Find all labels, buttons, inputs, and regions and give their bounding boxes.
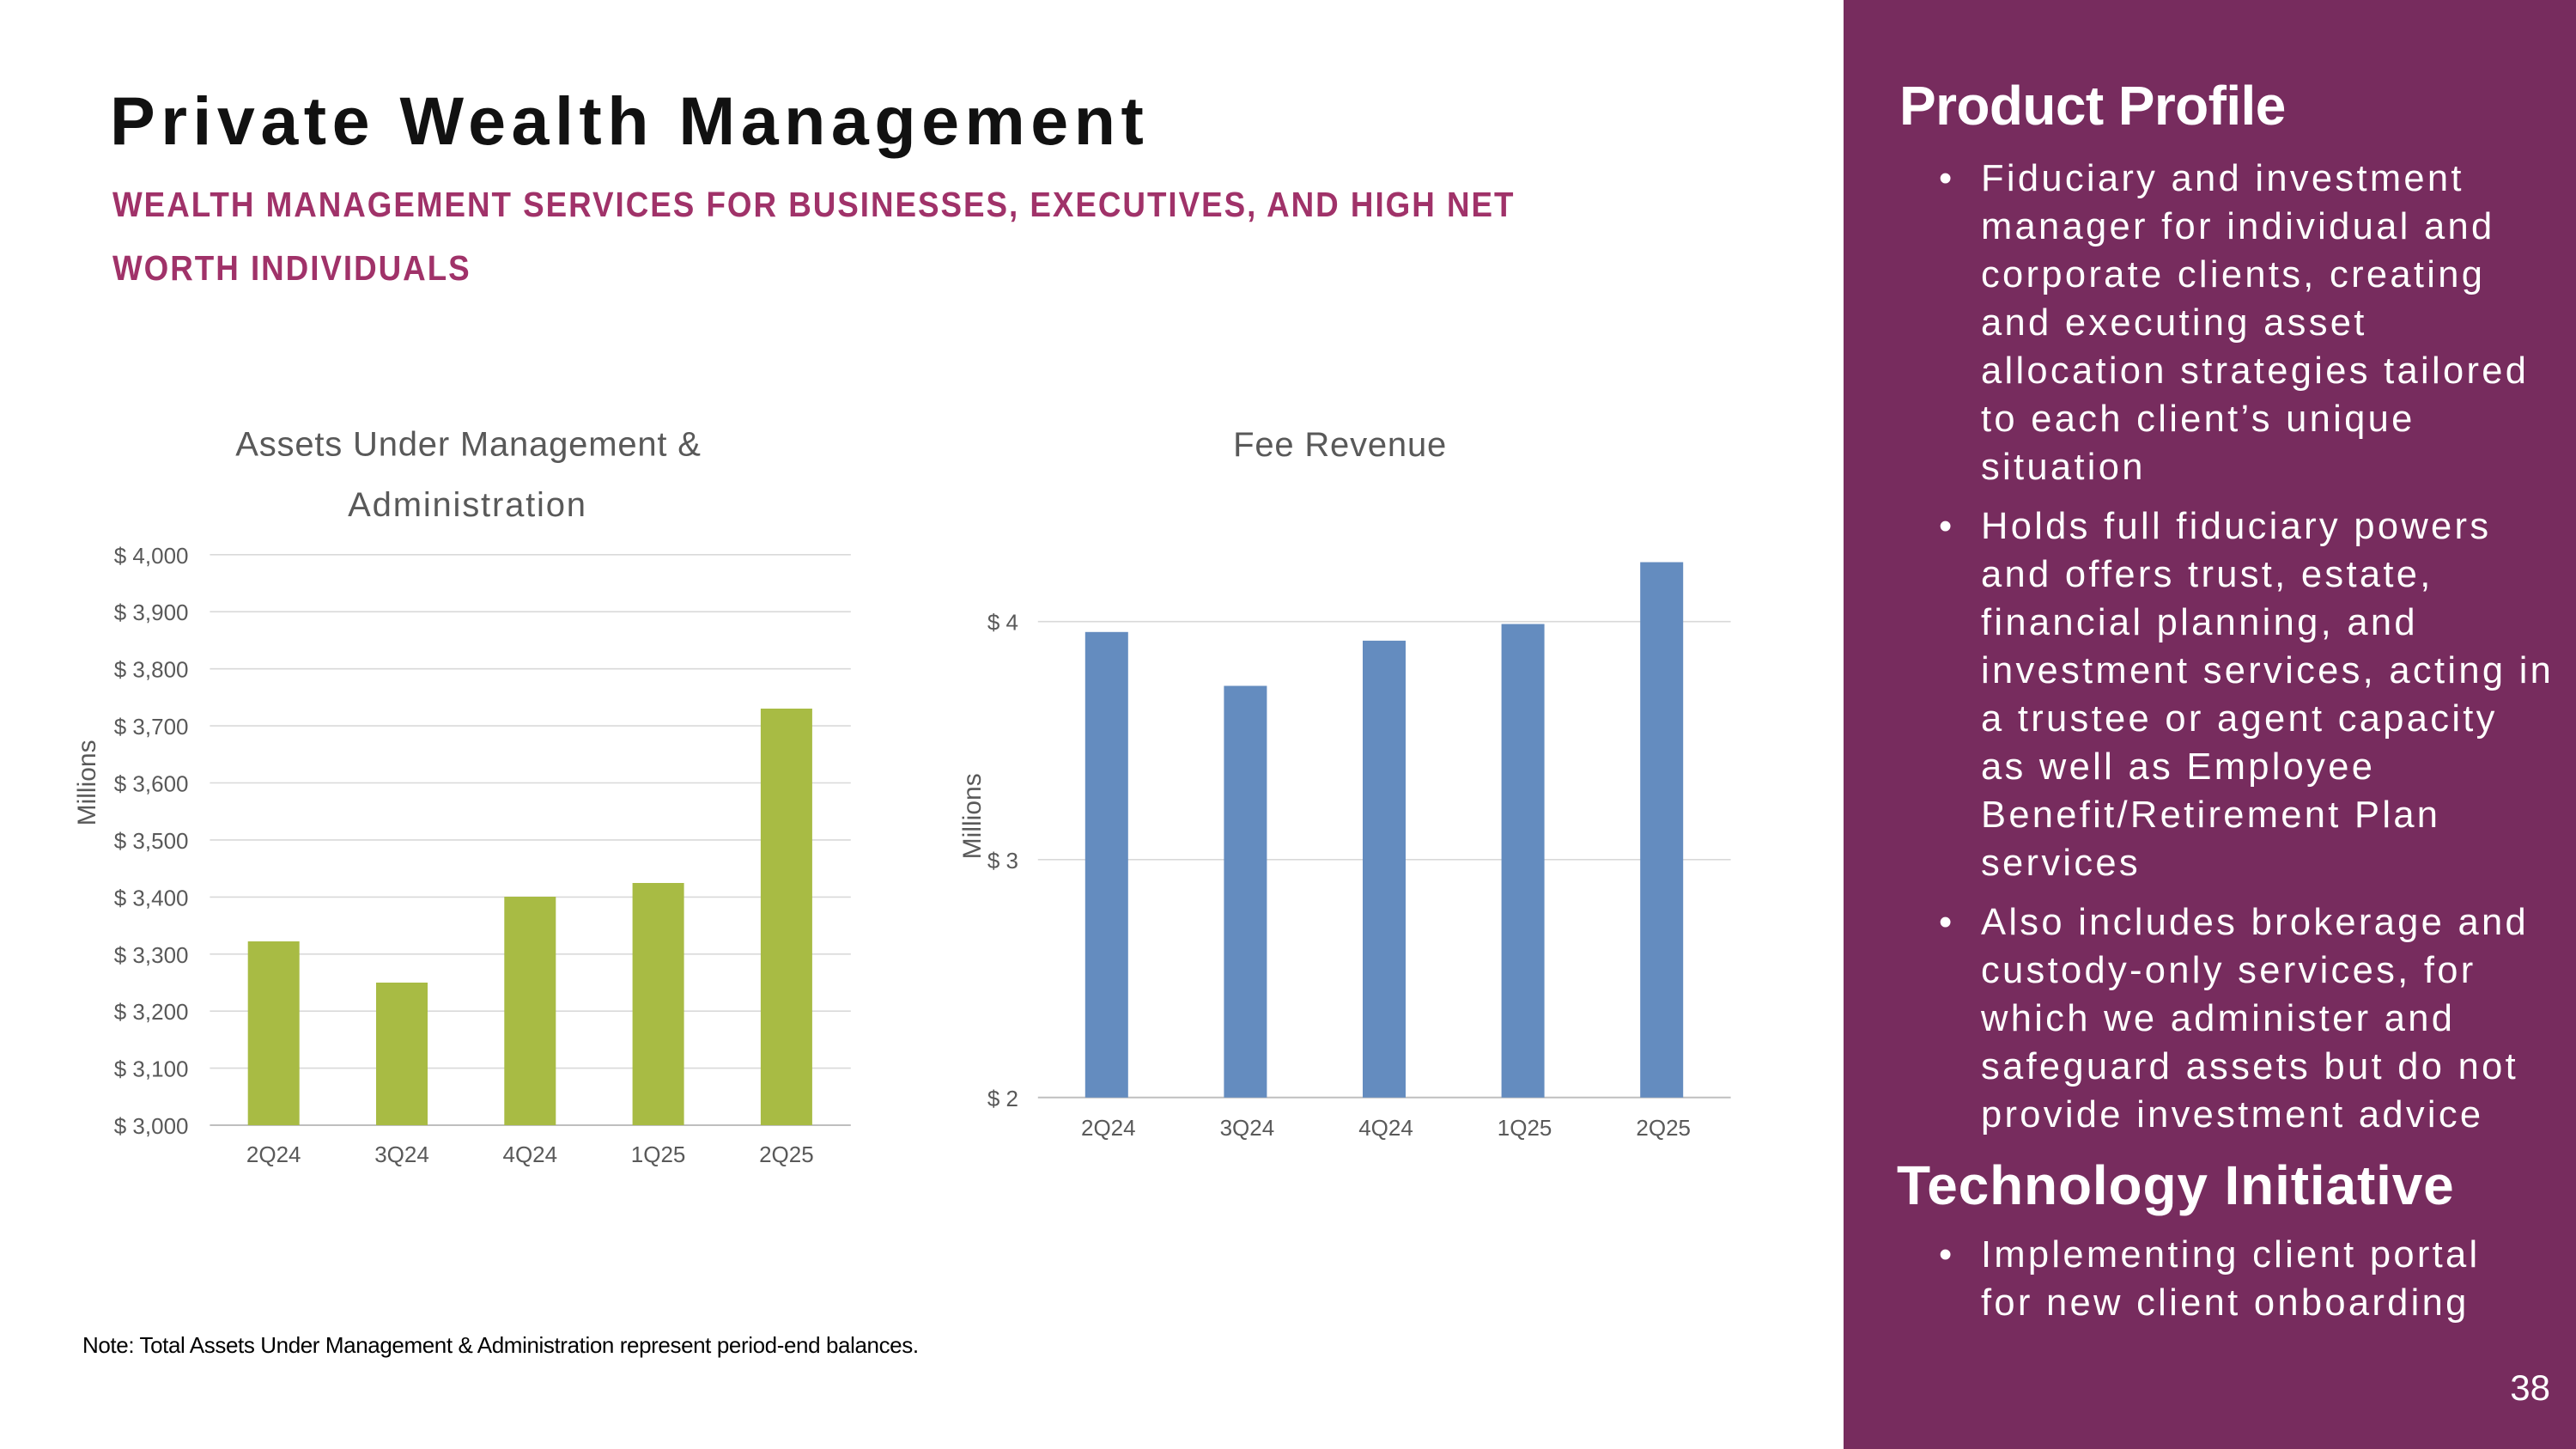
svg-text:2Q24: 2Q24 bbox=[1081, 1115, 1136, 1141]
svg-text:2Q24: 2Q24 bbox=[246, 1142, 301, 1167]
svg-text:Fee Revenue: Fee Revenue bbox=[1233, 426, 1447, 464]
svg-text:$ 3,300: $ 3,300 bbox=[114, 942, 189, 968]
svg-text:1Q25: 1Q25 bbox=[1498, 1115, 1552, 1141]
svg-text:4Q24: 4Q24 bbox=[1358, 1115, 1413, 1141]
svg-text:$ 3,200: $ 3,200 bbox=[114, 999, 189, 1025]
svg-text:$ 4,000: $ 4,000 bbox=[114, 543, 189, 569]
svg-text:Millions: Millions bbox=[958, 773, 987, 859]
svg-text:Assets Under Management &: Assets Under Management & bbox=[235, 426, 701, 464]
svg-text:$ 3,000: $ 3,000 bbox=[114, 1113, 189, 1139]
svg-text:$ 2: $ 2 bbox=[987, 1086, 1018, 1111]
svg-text:3Q24: 3Q24 bbox=[374, 1142, 429, 1167]
svg-text:$ 3: $ 3 bbox=[987, 848, 1018, 874]
svg-text:$ 4: $ 4 bbox=[987, 610, 1018, 636]
svg-text:3Q24: 3Q24 bbox=[1220, 1115, 1275, 1141]
svg-text:$ 3,500: $ 3,500 bbox=[114, 828, 189, 854]
svg-text:1Q25: 1Q25 bbox=[631, 1142, 686, 1167]
svg-text:$ 3,700: $ 3,700 bbox=[114, 714, 189, 740]
svg-text:$ 3,100: $ 3,100 bbox=[114, 1056, 189, 1082]
svg-text:$ 3,900: $ 3,900 bbox=[114, 600, 189, 625]
svg-text:2Q25: 2Q25 bbox=[1636, 1115, 1691, 1141]
svg-text:4Q24: 4Q24 bbox=[502, 1142, 557, 1167]
svg-text:2Q25: 2Q25 bbox=[759, 1142, 814, 1167]
svg-text:Millions: Millions bbox=[73, 740, 101, 825]
svg-text:$ 3,800: $ 3,800 bbox=[114, 657, 189, 683]
svg-text:$ 3,400: $ 3,400 bbox=[114, 885, 189, 910]
svg-text:Administration: Administration bbox=[348, 486, 587, 524]
svg-text:$ 3,600: $ 3,600 bbox=[114, 771, 189, 797]
